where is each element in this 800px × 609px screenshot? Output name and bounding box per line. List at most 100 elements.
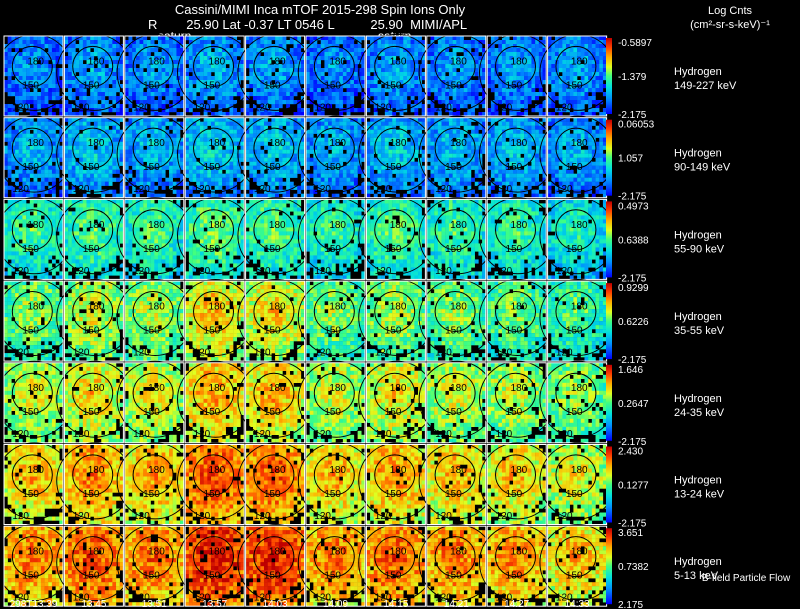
contour-label: 150 bbox=[264, 407, 281, 418]
contour-label: 120 bbox=[314, 184, 331, 195]
contour-label: 150 bbox=[566, 162, 583, 173]
sky-map-panel: 180 150 120 bbox=[177, 33, 255, 117]
sky-map-panel: 180 150 120 bbox=[297, 442, 375, 525]
contour-label: 150 bbox=[22, 80, 39, 91]
contour-label: 150 bbox=[22, 489, 39, 500]
contour-label: 180 bbox=[27, 56, 44, 67]
contour-label: 180 bbox=[269, 220, 286, 231]
sky-map-panel: 180 150 120 bbox=[177, 442, 255, 525]
energy-range-label: 149-227 keV bbox=[674, 80, 737, 92]
contour-label: 150 bbox=[566, 489, 583, 500]
contour-label: 120 bbox=[435, 266, 452, 277]
contour-label: 180 bbox=[209, 220, 226, 231]
colorbar bbox=[606, 364, 612, 441]
contour-label: 150 bbox=[506, 407, 523, 418]
contour-label: 180 bbox=[269, 56, 286, 67]
contour-label: 150 bbox=[506, 244, 523, 255]
contour-label: 180 bbox=[329, 465, 346, 476]
colorbar-tick-label: -2.175 bbox=[618, 519, 647, 530]
contour-label: 180 bbox=[88, 383, 105, 394]
contour-label: 150 bbox=[385, 571, 402, 582]
contour-label: 180 bbox=[148, 383, 165, 394]
contour-label: 120 bbox=[73, 429, 90, 440]
sky-map-panel: 180 150 120 bbox=[479, 115, 557, 199]
contour-label: 150 bbox=[83, 489, 100, 500]
sky-map-panel: 180 150 120 bbox=[56, 115, 134, 199]
contour-label: 150 bbox=[143, 407, 160, 418]
contour-label: 120 bbox=[73, 102, 90, 113]
colorbar-tick-label: 0.1277 bbox=[618, 481, 649, 492]
sky-map-panel: 180 150 120 bbox=[418, 360, 496, 444]
sky-map-panel: 180 150 120 bbox=[237, 279, 315, 362]
contour-label: 120 bbox=[375, 593, 392, 604]
image-grid: 1801501201801501201801501201801501201801… bbox=[0, 33, 617, 607]
contour-label: 120 bbox=[73, 348, 90, 359]
contour-label: 120 bbox=[194, 511, 211, 522]
contour-label: 120 bbox=[435, 348, 452, 359]
contour-label: 150 bbox=[204, 407, 221, 418]
energy-range-label: 24-35 keV bbox=[674, 407, 725, 419]
sky-map-panel: 180 150 120 bbox=[479, 442, 557, 525]
contour-label: 120 bbox=[133, 511, 150, 522]
contour-label: 150 bbox=[22, 326, 39, 337]
contour-label: 150 bbox=[264, 80, 281, 91]
contour-label: 180 bbox=[450, 302, 467, 313]
contour-label: 150 bbox=[83, 162, 100, 173]
contour-label: 150 bbox=[22, 407, 39, 418]
contour-label: 150 bbox=[22, 162, 39, 173]
contour-label: 120 bbox=[254, 429, 271, 440]
time-tick-label: 13:51 bbox=[142, 599, 167, 609]
contour-label: 180 bbox=[27, 138, 44, 149]
sky-map-panel: 180 150 120 bbox=[539, 360, 617, 444]
contour-label: 120 bbox=[556, 348, 573, 359]
sky-map-panel: 180 150 120 bbox=[418, 524, 496, 607]
contour-label: 120 bbox=[435, 102, 452, 113]
colorbar-tick-label: -2.175 bbox=[618, 192, 647, 203]
colorbar-tick-label: 0.6388 bbox=[618, 235, 649, 246]
sky-map-panel: 180 150 120 bbox=[297, 33, 375, 117]
sky-map-panel: 180 150 120 bbox=[358, 33, 436, 117]
contour-label: 150 bbox=[143, 489, 160, 500]
contour-label: 150 bbox=[324, 80, 341, 91]
contour-label: 150 bbox=[143, 80, 160, 91]
contour-label: 150 bbox=[264, 162, 281, 173]
bfield-particle-flow-label: B-field Particle Flow bbox=[702, 573, 791, 584]
contour-label: 120 bbox=[73, 511, 90, 522]
contour-label: 180 bbox=[88, 302, 105, 313]
colorbar-tick-label: 0.7382 bbox=[618, 562, 649, 573]
colorbar-tick-label: 0.6226 bbox=[618, 317, 649, 328]
energy-range-label: 90-149 keV bbox=[674, 162, 731, 174]
contour-label: 150 bbox=[264, 326, 281, 337]
contour-label: 180 bbox=[571, 220, 588, 231]
contour-label: 120 bbox=[556, 102, 573, 113]
contour-label: 180 bbox=[390, 302, 407, 313]
contour-label: 180 bbox=[27, 302, 44, 313]
contour-label: 180 bbox=[148, 547, 165, 558]
species-label: Hydrogen bbox=[674, 66, 722, 78]
contour-label: 120 bbox=[496, 429, 513, 440]
contour-label: 120 bbox=[496, 593, 513, 604]
contour-label: 120 bbox=[375, 102, 392, 113]
contour-label: 120 bbox=[194, 593, 211, 604]
contour-label: 120 bbox=[435, 511, 452, 522]
contour-label: 120 bbox=[496, 184, 513, 195]
contour-label: 150 bbox=[385, 162, 402, 173]
contour-label: 120 bbox=[194, 184, 211, 195]
sky-map-panel: 180 150 120 bbox=[479, 524, 557, 607]
contour-label: 150 bbox=[385, 489, 402, 500]
sky-map-panel: 180 150 120 bbox=[479, 279, 557, 362]
figure-subtitle: R 25.90 Lat -0.37 LT 0546 L 25.90 MIMI/A… bbox=[148, 17, 467, 32]
sky-map-panel: 180 150 120 bbox=[177, 360, 255, 444]
contour-label: 150 bbox=[22, 244, 39, 255]
contour-label: 150 bbox=[324, 571, 341, 582]
contour-label: 180 bbox=[148, 465, 165, 476]
time-tick-label: 14:27 bbox=[504, 599, 529, 609]
sky-map-panel: 180 150 120 bbox=[297, 360, 375, 444]
contour-label: 120 bbox=[194, 102, 211, 113]
contour-label: 150 bbox=[324, 326, 341, 337]
sky-map-panel: 180 150 120 bbox=[358, 360, 436, 444]
sky-map-panel: 180 150 120 bbox=[539, 524, 617, 607]
contour-label: 180 bbox=[450, 138, 467, 149]
contour-label: 180 bbox=[511, 547, 528, 558]
